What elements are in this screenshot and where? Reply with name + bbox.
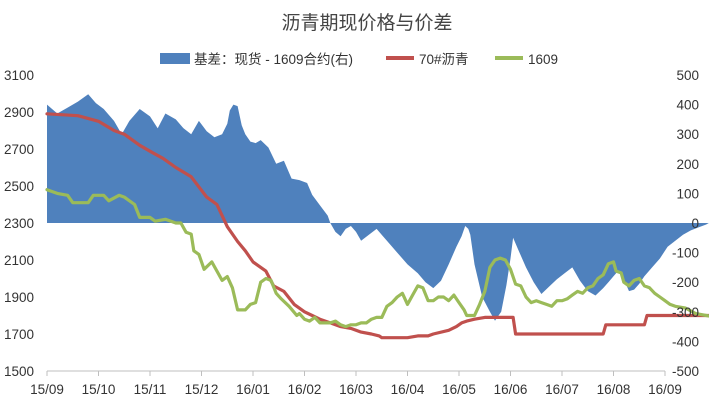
y-right-tick-label: 300 bbox=[676, 127, 699, 142]
legend-item-futures: 1609 bbox=[495, 52, 558, 67]
y-right-tick-label: 0 bbox=[691, 216, 699, 231]
y-right-tick-label: 200 bbox=[676, 157, 699, 172]
y-left-tick-label: 1900 bbox=[4, 290, 34, 305]
y-left-tick-label: 1700 bbox=[4, 327, 34, 342]
legend-label-futures: 1609 bbox=[528, 52, 558, 67]
x-tick-label: 16/08 bbox=[597, 382, 631, 397]
y-right-tick-label: 100 bbox=[676, 186, 699, 201]
y-left-tick-label: 2500 bbox=[4, 179, 34, 194]
legend-swatch-basis bbox=[160, 53, 190, 64]
x-tick-label: 15/09 bbox=[30, 382, 64, 397]
x-tick-label: 16/06 bbox=[494, 382, 528, 397]
y-left-tick-label: 2900 bbox=[4, 105, 34, 120]
basis-area bbox=[47, 94, 709, 321]
chart-title: 沥青期现价格与价差 bbox=[281, 12, 452, 34]
spot-price-line bbox=[45, 112, 709, 340]
price-lines-layer bbox=[45, 112, 709, 340]
legend-label-basis: 基差：现货 - 1609合约(右) bbox=[194, 51, 353, 67]
legend: 基差：现货 - 1609合约(右) 70#沥青 1609 bbox=[160, 51, 558, 67]
x-tick-label: 15/12 bbox=[185, 382, 219, 397]
y-left-tick-label: 1500 bbox=[4, 364, 34, 379]
x-axis: 15/09 15/10 15/11 15/12 16/01 16/02 16/03 16/04… bbox=[30, 370, 682, 397]
basis-area-layer bbox=[47, 94, 709, 321]
y-right-tick-label: -400 bbox=[672, 334, 699, 349]
futures-price-line bbox=[45, 188, 709, 329]
x-tick-label: 16/07 bbox=[545, 382, 579, 397]
legend-label-spot: 70#沥青 bbox=[419, 52, 469, 67]
x-tick-label: 16/01 bbox=[236, 382, 270, 397]
x-tick-label: 16/05 bbox=[442, 382, 476, 397]
y-left-tick-label: 2700 bbox=[4, 142, 34, 157]
y-right-tick-label: -200 bbox=[672, 275, 699, 290]
x-tick-label: 15/10 bbox=[82, 382, 116, 397]
legend-item-spot: 70#沥青 bbox=[386, 52, 469, 67]
y-right-tick-label: -100 bbox=[672, 246, 699, 261]
left-axis: 1500 1700 1900 2100 2300 2500 2700 2900 3100 bbox=[4, 68, 34, 379]
y-right-tick-label: -500 bbox=[672, 364, 699, 379]
y-left-tick-label: 2100 bbox=[4, 253, 34, 268]
y-right-tick-label: -300 bbox=[672, 305, 699, 320]
x-tick-label: 16/09 bbox=[648, 382, 682, 397]
x-tick-label: 15/11 bbox=[134, 382, 167, 397]
x-tick-label: 16/02 bbox=[288, 382, 322, 397]
y-right-tick-label: 500 bbox=[676, 68, 699, 83]
y-left-tick-label: 2300 bbox=[4, 216, 34, 231]
x-tick-label: 16/04 bbox=[391, 382, 425, 397]
x-tick-label: 16/03 bbox=[339, 382, 373, 397]
y-right-tick-label: 400 bbox=[676, 98, 699, 113]
right-axis: -500 -400 -300 -200 -100 0 100 200 300 400 500 bbox=[672, 68, 699, 379]
y-left-tick-label: 3100 bbox=[4, 68, 34, 83]
legend-item-basis: 基差：现货 - 1609合约(右) bbox=[160, 51, 353, 67]
